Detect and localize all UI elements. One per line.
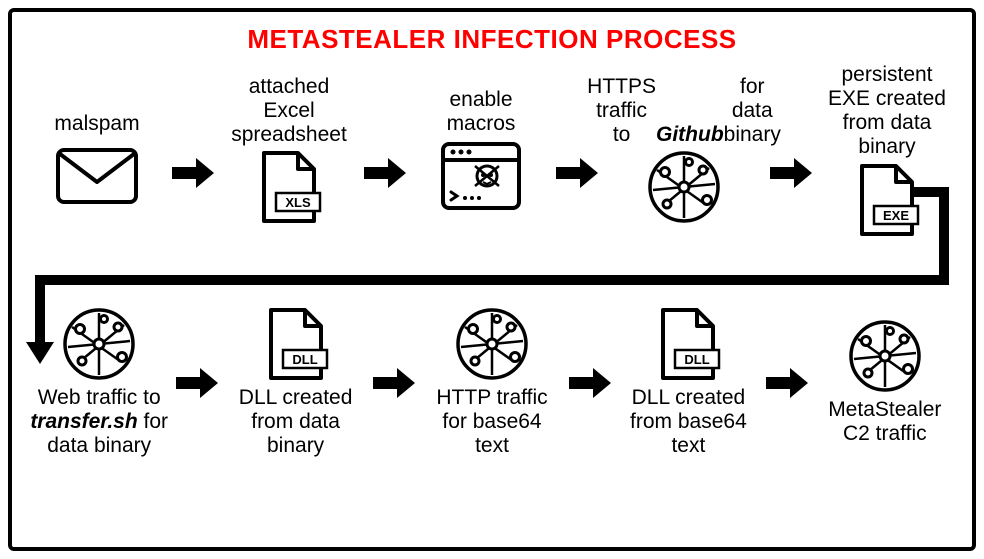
file-dll-icon: DLL: [645, 308, 731, 380]
file-dll-icon: DLL: [253, 308, 339, 380]
network-icon: [449, 308, 535, 380]
arrow-icon: [554, 156, 600, 190]
step-macros: enable macros: [414, 86, 548, 212]
badge-dll2: DLL: [685, 352, 710, 367]
label-github: HTTPS traffic to Github for data binary: [587, 75, 781, 147]
arrow-icon: [362, 156, 408, 190]
label-dll1: DLL created from data binary: [226, 386, 364, 458]
label-c2: MetaStealer C2 traffic: [816, 398, 954, 446]
envelope-icon: [54, 140, 140, 212]
badge-exe: EXE: [883, 208, 909, 223]
network-icon: [56, 308, 142, 380]
arrow-icon: [371, 366, 417, 400]
step-malspam: malspam: [30, 86, 164, 212]
arrow-icon: [567, 366, 613, 400]
label-dll2: DLL created from base64 text: [619, 386, 757, 458]
step-github: HTTPS traffic to Github for data binary: [606, 75, 762, 223]
network-icon: [842, 320, 928, 392]
diagram-title: METASTEALER INFECTION PROCESS: [30, 24, 954, 55]
network-icon: [641, 151, 727, 223]
label-transfer: Web traffic to transfer.sh for data bina…: [30, 386, 168, 458]
step-http64: HTTP traffic for base64 text: [423, 308, 561, 458]
row-1: malspam attached Excel spreadsheet XLS: [30, 63, 954, 236]
arrow-icon: [174, 366, 220, 400]
arrow-icon: [170, 156, 216, 190]
arrow-icon: [768, 156, 814, 190]
file-exe-icon: EXE: [844, 164, 930, 236]
label-malspam: malspam: [54, 86, 139, 136]
label-http64: HTTP traffic for base64 text: [423, 386, 561, 458]
file-xls-icon: XLS: [246, 151, 332, 223]
diagram-frame: METASTEALER INFECTION PROCESS malspam at…: [8, 8, 976, 551]
step-exe: persistent EXE created from data binary …: [820, 63, 954, 236]
step-c2: MetaStealer C2 traffic: [816, 320, 954, 446]
row-2: Web traffic to transfer.sh for data bina…: [30, 308, 954, 458]
macro-window-icon: [438, 140, 524, 212]
step-xls: attached Excel spreadsheet XLS: [222, 75, 356, 223]
step-transfer: Web traffic to transfer.sh for data bina…: [30, 308, 168, 458]
badge-dll1: DLL: [292, 352, 317, 367]
label-xls: attached Excel spreadsheet: [222, 75, 356, 147]
step-dll1: DLL DLL created from data binary: [226, 308, 364, 458]
badge-xls: XLS: [285, 195, 311, 210]
arrow-icon: [764, 366, 810, 400]
label-exe: persistent EXE created from data binary: [820, 63, 954, 160]
step-dll2: DLL DLL created from base64 text: [619, 308, 757, 458]
label-macros: enable macros: [414, 86, 548, 136]
